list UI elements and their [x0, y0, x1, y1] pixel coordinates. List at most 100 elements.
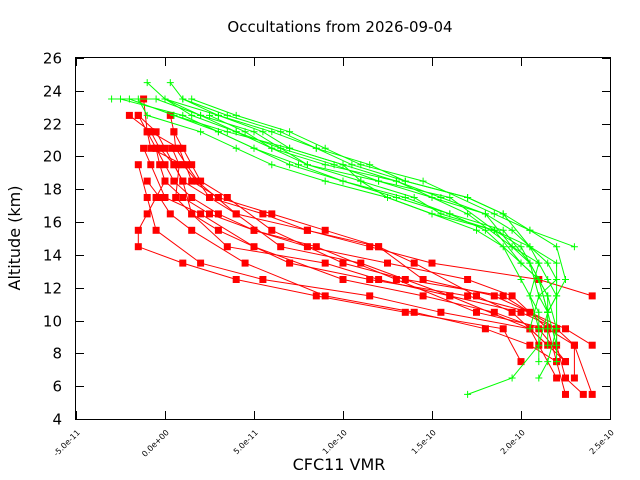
- axis-ticks: [76, 58, 611, 420]
- data-point: [473, 226, 480, 234]
- data-point: [508, 226, 516, 234]
- data-point: [464, 276, 472, 283]
- data-point: [188, 95, 196, 103]
- data-point: [143, 128, 151, 136]
- data-point: [170, 177, 178, 185]
- data-point: [517, 243, 525, 251]
- y-tick-label: 16: [43, 214, 62, 232]
- data-point: [197, 111, 205, 119]
- data-point: [419, 276, 427, 283]
- data-point: [446, 292, 454, 300]
- data-point: [517, 308, 525, 316]
- profile-line: [173, 114, 540, 362]
- data-point: [214, 128, 222, 136]
- data-point: [357, 259, 365, 267]
- data-point: [437, 308, 445, 316]
- data-point: [143, 111, 151, 119]
- data-point: [499, 226, 507, 234]
- y-tick-label: 8: [52, 345, 62, 363]
- data-point: [303, 226, 311, 234]
- data-point: [544, 259, 552, 267]
- data-point: [375, 276, 383, 283]
- data-point: [214, 210, 222, 218]
- data-point: [464, 292, 472, 300]
- data-point: [464, 194, 472, 201]
- data-point: [179, 194, 187, 201]
- data-point: [570, 374, 578, 382]
- data-point: [473, 292, 480, 300]
- data-point: [197, 259, 205, 267]
- data-point: [535, 259, 543, 267]
- data-point: [339, 276, 347, 283]
- data-point: [401, 177, 409, 185]
- y-tick-label: 6: [52, 378, 62, 396]
- data-point: [166, 111, 174, 119]
- data-point: [419, 177, 427, 185]
- data-point: [161, 95, 169, 103]
- data-point: [339, 259, 347, 267]
- data-point: [428, 210, 436, 218]
- data-point: [286, 128, 294, 136]
- profile-line: [129, 115, 549, 346]
- data-point: [526, 259, 534, 267]
- data-point: [250, 243, 258, 251]
- data-point: [321, 292, 329, 300]
- data-point: [223, 128, 231, 136]
- data-point: [250, 128, 258, 136]
- data-point: [223, 243, 231, 251]
- data-point: [179, 161, 187, 169]
- data-point: [553, 243, 561, 251]
- data-point: [588, 292, 596, 300]
- data-point: [312, 243, 320, 251]
- data-point: [277, 243, 285, 251]
- data-point: [490, 292, 498, 300]
- data-point: [188, 177, 196, 185]
- data-point: [152, 226, 160, 234]
- data-point: [259, 128, 267, 136]
- x-tick-label: -5.0e-11: [52, 428, 82, 458]
- data-point: [175, 144, 183, 152]
- data-point: [553, 276, 561, 283]
- data-point: [277, 144, 285, 152]
- profile-line: [164, 180, 548, 330]
- data-point: [134, 111, 142, 119]
- data-point: [214, 226, 222, 234]
- y-tick-label: 12: [43, 280, 62, 298]
- data-point: [277, 128, 285, 136]
- data-point: [223, 111, 231, 119]
- profile-line: [137, 164, 558, 379]
- data-point: [108, 95, 116, 103]
- data-point: [508, 374, 516, 382]
- data-point: [161, 161, 169, 169]
- x-tick-label: 5.0e-11: [232, 428, 260, 456]
- data-point: [419, 292, 427, 300]
- data-point: [125, 95, 133, 103]
- data-point: [179, 259, 187, 267]
- data-point: [544, 276, 552, 283]
- y-tick-label: 24: [43, 83, 62, 101]
- data-point: [179, 95, 187, 103]
- data-point: [268, 210, 276, 218]
- data-point: [223, 194, 231, 201]
- profile-line: [137, 115, 566, 395]
- data-point: [553, 259, 561, 267]
- data-point: [535, 374, 543, 382]
- data-point: [152, 95, 160, 103]
- data-point: [535, 292, 543, 300]
- data-point: [464, 390, 472, 398]
- data-point: [143, 177, 151, 185]
- data-point: [232, 144, 240, 152]
- data-point: [156, 194, 164, 201]
- data-point: [232, 276, 240, 283]
- data-point: [250, 226, 258, 234]
- data-point: [553, 374, 561, 382]
- data-point: [481, 210, 489, 218]
- data-point: [143, 79, 151, 87]
- data-point: [562, 390, 569, 398]
- data-point: [562, 374, 569, 382]
- data-point: [535, 276, 543, 283]
- data-point: [134, 243, 142, 251]
- chart-title: Occultations from 2026-09-04: [227, 18, 452, 36]
- data-point: [321, 177, 329, 185]
- data-point: [206, 210, 213, 218]
